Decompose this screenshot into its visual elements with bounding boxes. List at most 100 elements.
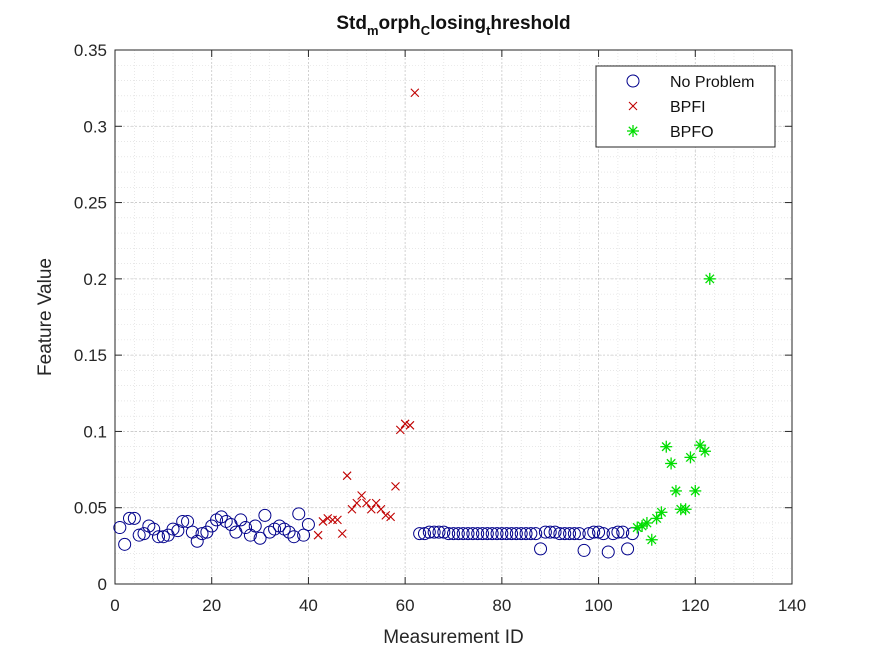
data-point [352, 498, 362, 508]
data-point [333, 515, 342, 525]
data-point [694, 439, 707, 452]
data-point [655, 506, 668, 519]
data-point [400, 419, 410, 429]
data-point [476, 527, 490, 541]
legend-marker [627, 125, 639, 137]
title-part: t [486, 23, 491, 38]
data-point [123, 511, 137, 525]
data-point [679, 503, 692, 516]
data-point [490, 527, 504, 541]
data-point [660, 440, 673, 453]
y-tick-label: 0.25 [74, 194, 107, 213]
data-point [567, 527, 581, 541]
data-point [485, 527, 499, 541]
y-tick-label: 0.35 [74, 41, 107, 60]
legend-marker [626, 74, 640, 88]
data-point [505, 527, 519, 541]
data-point [427, 525, 441, 539]
data-point [234, 513, 248, 527]
title-part: losing [430, 13, 486, 34]
title-part: C [421, 23, 431, 38]
data-point [495, 527, 509, 541]
data-point [447, 527, 460, 541]
data-point [410, 88, 420, 98]
data-point [166, 522, 180, 536]
data-point [461, 527, 475, 541]
data-point [118, 537, 132, 551]
data-point [587, 525, 601, 539]
data-point [689, 484, 702, 497]
x-tick-label: 60 [396, 596, 415, 615]
data-point [665, 457, 678, 470]
data-point [113, 521, 127, 535]
data-point [548, 525, 562, 539]
data-point [297, 528, 311, 542]
data-point [592, 525, 606, 539]
data-point [577, 543, 591, 557]
data-point [371, 498, 381, 508]
data-point [621, 542, 635, 556]
data-point [558, 527, 572, 541]
title-part: Std [336, 13, 367, 34]
data-point [190, 534, 204, 548]
data-point [313, 530, 323, 540]
data-point [323, 514, 333, 523]
data-point [509, 527, 523, 541]
data-point [519, 527, 533, 541]
x-tick-label: 120 [681, 596, 709, 615]
data-point [301, 517, 315, 531]
y-tick-label: 0.05 [74, 499, 107, 518]
data-point [176, 514, 190, 528]
data-point [282, 525, 296, 539]
data-point [156, 530, 170, 544]
x-axis-label: Measurement ID [383, 627, 523, 648]
data-point [451, 527, 465, 541]
data-point [181, 514, 195, 528]
data-point [703, 272, 716, 285]
data-point [606, 527, 620, 541]
data-point [480, 527, 494, 541]
data-point [366, 504, 376, 514]
data-point [152, 530, 166, 544]
data-point [432, 525, 446, 539]
data-point [466, 527, 480, 541]
legend-box [595, 65, 776, 148]
data-point [640, 516, 653, 529]
data-point [422, 525, 436, 539]
y-tick-label: 0.2 [83, 270, 107, 289]
y-tick-label: 0.15 [74, 346, 107, 365]
data-point [553, 527, 567, 541]
data-point [442, 527, 456, 541]
data-point [376, 504, 386, 514]
data-point [471, 527, 485, 541]
data-point [534, 542, 548, 556]
data-point [529, 527, 543, 541]
data-point [357, 491, 367, 500]
data-point [342, 471, 352, 481]
legend: No Problem BPFI BPFO [595, 65, 776, 148]
data-point [543, 525, 557, 539]
chart-title: StdmorphClosingthreshold [336, 13, 570, 38]
plot-area [114, 49, 793, 585]
data-point [391, 481, 400, 491]
x-tick-label: 0 [110, 596, 119, 615]
y-tick-label: 0.3 [83, 117, 107, 136]
data-point [596, 527, 610, 541]
data-point [395, 425, 405, 435]
data-point [287, 530, 301, 544]
y-tick-label: 0 [98, 575, 107, 594]
series-bpfi [313, 88, 420, 540]
data-point [318, 517, 328, 526]
title-part: hreshold [490, 13, 570, 34]
title-part: m [367, 23, 379, 38]
title-part: orph [379, 13, 421, 34]
legend-marker [628, 101, 638, 111]
data-marks [113, 88, 716, 559]
legend-label: BPFO [670, 124, 714, 141]
series-bpfo [631, 272, 716, 546]
data-point [362, 498, 371, 508]
data-point [563, 527, 577, 541]
data-point [611, 525, 625, 539]
axis-ticks: 0 20 40 60 80 100 120 140 0 0.05 0.1 0.15 0.2 0.25 0.3… [74, 41, 806, 615]
